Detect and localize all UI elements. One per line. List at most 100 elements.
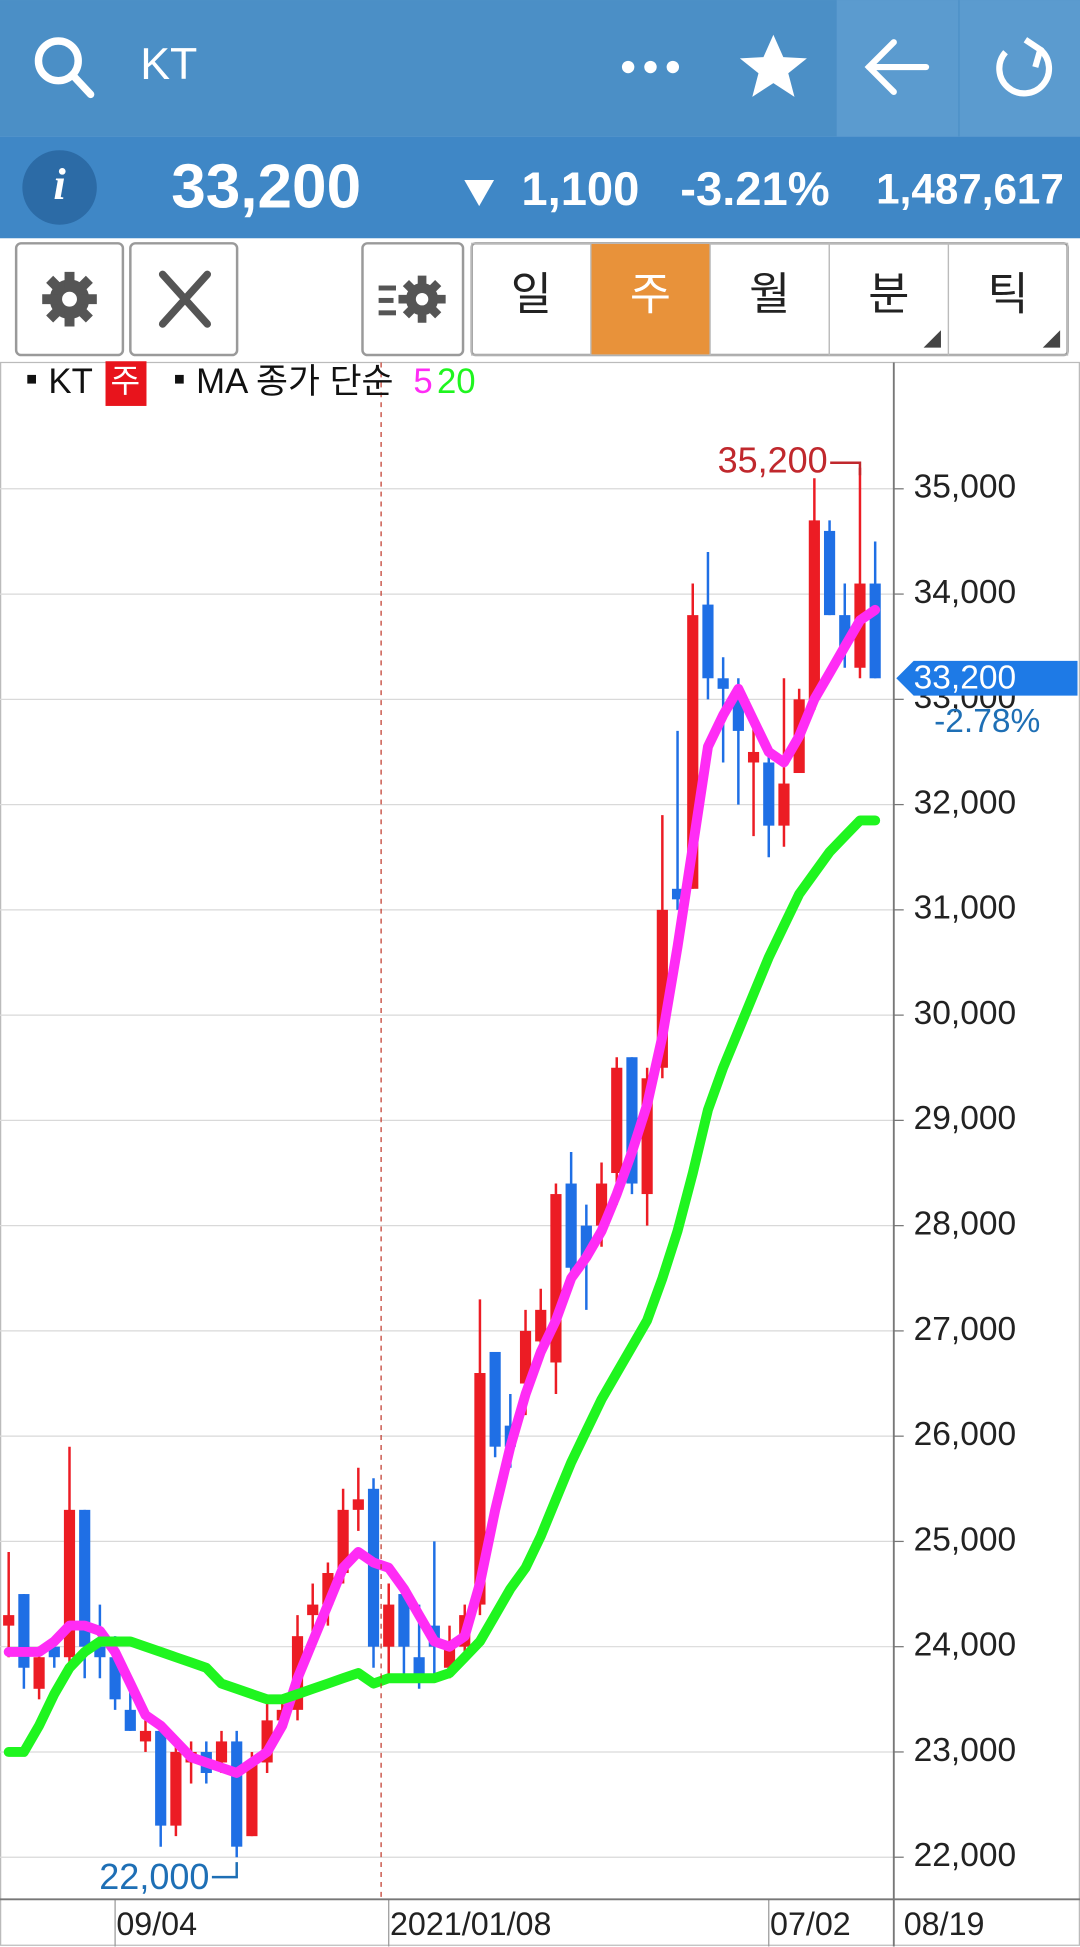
candle-body	[702, 604, 714, 679]
candle-body	[231, 1741, 243, 1847]
price-change: 1,100	[521, 162, 639, 215]
candle-body	[535, 1309, 547, 1342]
candle-body	[565, 1183, 577, 1268]
y-tick-label: 35,000	[914, 469, 1016, 506]
candle-body	[550, 1194, 562, 1363]
current-price: 33,200	[171, 153, 361, 222]
tab[interactable]	[947, 242, 1069, 356]
y-tick-label: 23,000	[914, 1732, 1016, 1769]
tools-icon[interactable]	[158, 270, 212, 328]
more-icon[interactable]	[621, 60, 680, 74]
candle-body	[18, 1594, 30, 1668]
candle-body	[246, 1762, 258, 1837]
tab-label[interactable]: 월	[749, 271, 790, 320]
low-pointer	[211, 1862, 238, 1879]
search-text[interactable]: KT	[140, 40, 197, 89]
candle-body	[170, 1751, 182, 1826]
info-icon[interactable]: i	[53, 159, 66, 209]
favorite-icon[interactable]	[739, 34, 807, 97]
legend-period: 주	[111, 363, 141, 399]
tab-label[interactable]: 분	[868, 271, 909, 320]
candle-body	[337, 1509, 349, 1574]
y-tick-label: 26,000	[914, 1416, 1016, 1453]
candle-body	[79, 1509, 91, 1647]
candle-body	[155, 1730, 167, 1826]
candle-body	[717, 678, 729, 689]
price-bar	[0, 136, 1080, 239]
current-date-label: 08/19	[904, 1906, 985, 1942]
legend-period-bg	[105, 361, 147, 406]
candle-body	[139, 1730, 152, 1742]
tab-label[interactable]: 틱	[987, 271, 1028, 320]
indicator-icon[interactable]	[378, 275, 446, 323]
candle-body	[33, 1657, 45, 1689]
tab-selected[interactable]	[590, 242, 711, 356]
y-tick-label: 25,000	[914, 1521, 1016, 1558]
high-pointer	[830, 461, 862, 476]
last-price-tag	[896, 660, 1078, 696]
legend-symbol: KT	[48, 363, 92, 401]
tab-label[interactable]: 주	[630, 271, 671, 320]
candle-body	[778, 783, 790, 826]
high-label: 35,200	[718, 439, 828, 480]
candle-body	[732, 699, 744, 731]
candle-body	[413, 1657, 425, 1679]
candle-body	[124, 1709, 136, 1731]
candle-body	[839, 615, 851, 647]
candle-body	[261, 1720, 273, 1763]
x-tick-label: 2021/01/08	[390, 1906, 551, 1942]
y-tick-label: 28,000	[914, 1206, 1016, 1243]
last-change-label: -2.78%	[934, 703, 1040, 740]
candle-body	[109, 1657, 121, 1700]
candle-body	[489, 1351, 501, 1447]
candle-body	[763, 762, 775, 826]
y-tick-label: 32,000	[914, 784, 1016, 821]
candle-body	[869, 583, 881, 679]
candle-body	[94, 1646, 106, 1658]
candle-body	[808, 520, 820, 700]
candle-body	[580, 1225, 592, 1258]
y-tick-label: 22,000	[914, 1837, 1016, 1874]
refresh-icon[interactable]	[996, 37, 1053, 97]
candle-body	[352, 1499, 364, 1510]
candle-body	[398, 1594, 410, 1647]
candle-body	[626, 1057, 638, 1184]
candle-body	[3, 1615, 15, 1626]
candle-body	[747, 751, 760, 763]
back-icon[interactable]	[864, 39, 930, 95]
y-tick-label: 34,000	[914, 574, 1016, 611]
legend-ma20: 20	[437, 363, 476, 401]
y-tick-label: 31,000	[914, 890, 1016, 927]
tab-label[interactable]: 일	[511, 271, 552, 320]
down-arrow	[464, 180, 495, 207]
last-price-label: 33,200	[914, 659, 1016, 696]
moving-average-line	[3, 815, 881, 1757]
candle-body	[215, 1741, 228, 1763]
candle-body	[687, 615, 699, 889]
x-tick-label: 07/02	[770, 1906, 851, 1942]
settings-icon[interactable]	[42, 271, 97, 327]
refresh-button-bg[interactable]	[959, 0, 1080, 137]
info-button[interactable]	[22, 150, 97, 225]
legend-ma5: 5	[413, 363, 432, 401]
candle-body	[383, 1604, 395, 1647]
y-tick-label: 27,000	[914, 1311, 1016, 1348]
candle-body	[63, 1509, 76, 1658]
candle-body	[474, 1373, 486, 1605]
candle-body	[671, 888, 684, 900]
search-icon[interactable]	[34, 37, 95, 99]
chart-frame	[0, 361, 1080, 1946]
candle-body	[48, 1646, 60, 1658]
candle-body	[322, 1573, 334, 1605]
legend-marker	[175, 374, 184, 384]
candle-body	[443, 1646, 456, 1668]
legend-marker	[27, 374, 36, 384]
volume: 1,487,617	[876, 166, 1064, 213]
candle-body	[823, 530, 836, 616]
candle-body	[519, 1330, 532, 1384]
y-tick-label: 29,000	[914, 1100, 1016, 1137]
candle-body	[611, 1067, 623, 1174]
